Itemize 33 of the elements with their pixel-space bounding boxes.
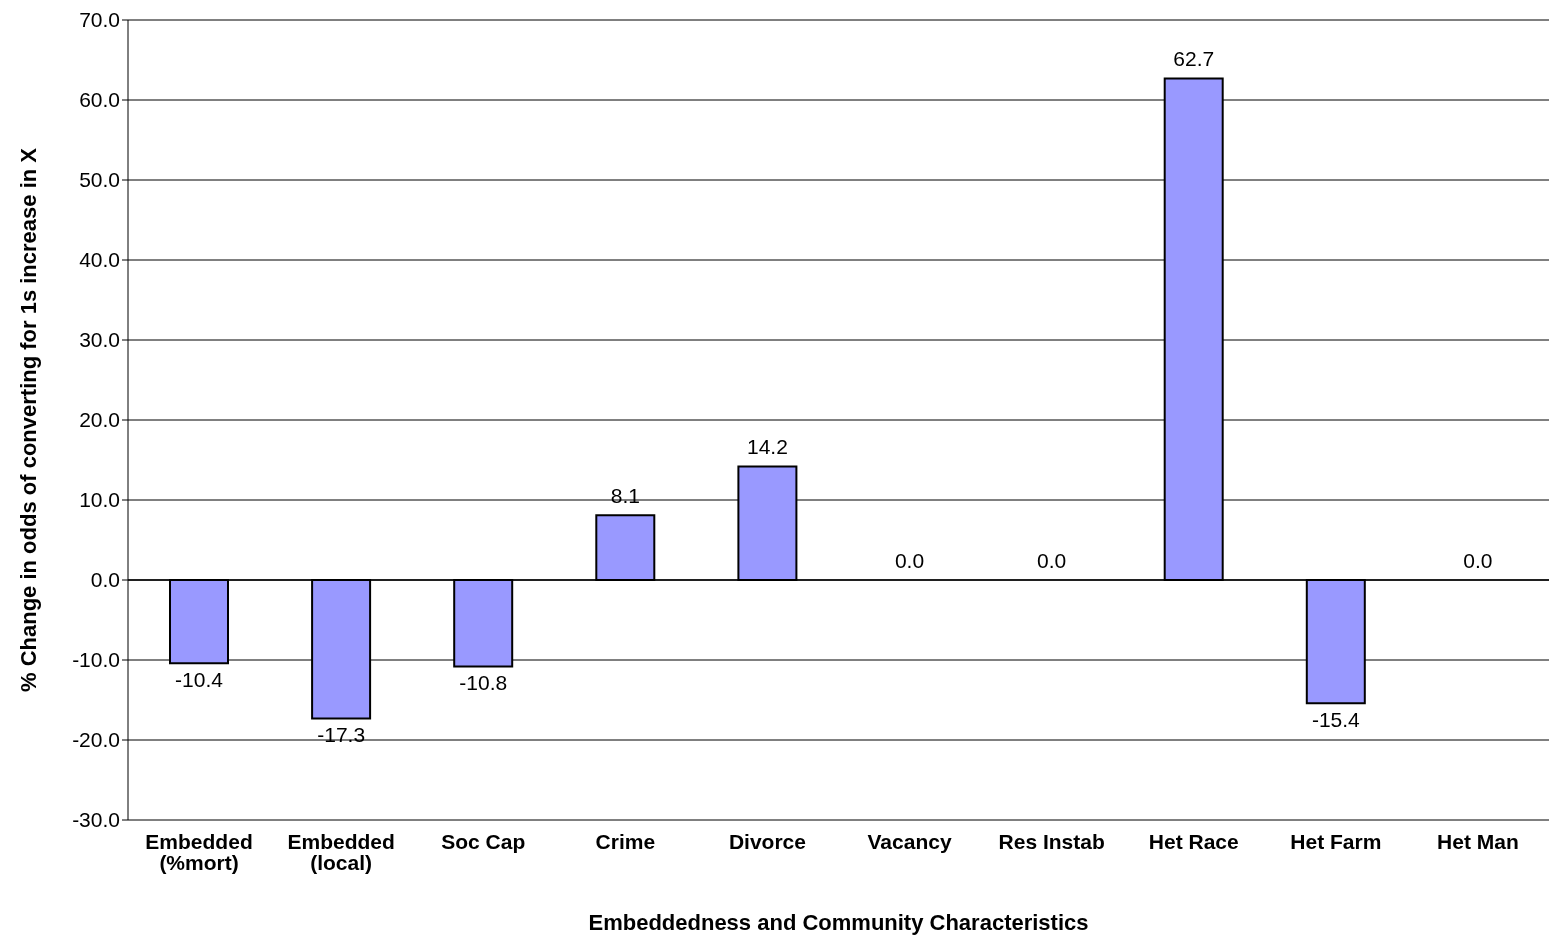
x-tick-label: Divorce	[728, 829, 806, 853]
data-label: -15.4	[1311, 708, 1361, 732]
data-label: 0.0	[894, 549, 925, 572]
x-axis-title: Embeddedness and Community Characteristics	[588, 910, 1089, 935]
y-tick-label: -30.0	[72, 808, 120, 832]
data-label: -10.4	[175, 668, 224, 692]
y-tick-label: 50.0	[79, 168, 120, 192]
data-label: 14.2	[747, 435, 788, 459]
x-tick-label: Crime	[595, 829, 656, 853]
x-tick-label: Het Farm	[1290, 829, 1382, 853]
x-tick-label: Res Instab	[998, 829, 1105, 853]
x-tick-label: Het Race	[1148, 829, 1239, 853]
x-tick-label: Embedded (local)	[287, 829, 395, 874]
y-tick-label: -10.0	[72, 648, 120, 672]
y-tick-label: -20.0	[72, 728, 120, 752]
data-label: 0.0	[1463, 549, 1493, 572]
y-tick-label: 30.0	[79, 328, 120, 352]
x-tick-label: Embedded (%mort)	[145, 829, 253, 874]
y-tick-label: 10.0	[79, 488, 120, 512]
data-label: -10.8	[459, 671, 508, 695]
data-label: -17.3	[317, 723, 366, 747]
y-tick-label: 60.0	[79, 88, 120, 112]
y-tick-label: 20.0	[79, 408, 120, 432]
data-label: 62.7	[1173, 47, 1215, 71]
data-label: 0.0	[1037, 549, 1067, 572]
data-label: 8.1	[610, 484, 640, 508]
x-tick-label: Het Man	[1437, 829, 1519, 853]
x-tick-label: Vacancy	[867, 829, 952, 853]
y-axis-title: % Change in odds of converting for 1s increase in X	[15, 147, 41, 692]
y-tick-label: 0.0	[90, 568, 120, 592]
x-tick-label: Soc Cap	[441, 829, 526, 853]
y-tick-label: 40.0	[79, 248, 120, 272]
y-tick-label: 70.0	[79, 8, 120, 32]
